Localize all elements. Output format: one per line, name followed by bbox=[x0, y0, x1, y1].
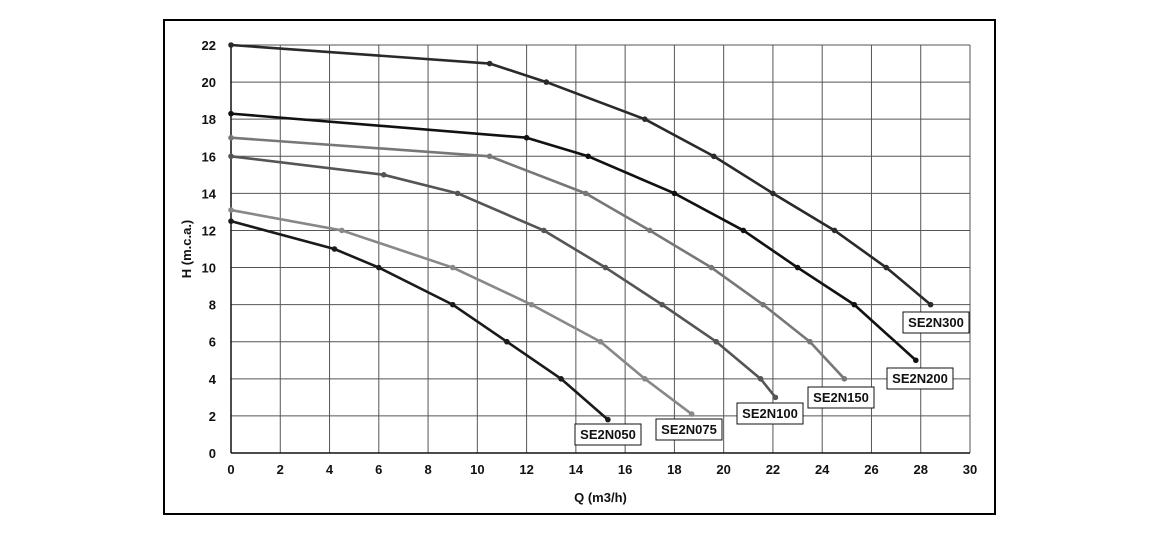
data-point bbox=[228, 42, 234, 48]
data-point bbox=[541, 227, 547, 234]
data-point bbox=[582, 190, 589, 197]
data-point bbox=[740, 227, 747, 234]
x-tick-label: 2 bbox=[277, 462, 284, 477]
x-tick-label: 20 bbox=[716, 462, 730, 477]
y-tick-label: 0 bbox=[209, 446, 216, 461]
series-label-box bbox=[902, 311, 970, 334]
x-tick-label: 14 bbox=[569, 462, 584, 477]
data-point bbox=[772, 394, 779, 401]
x-tick-label: 22 bbox=[766, 462, 780, 477]
series-line bbox=[230, 112, 917, 362]
y-tick-label: 10 bbox=[202, 261, 216, 276]
data-point bbox=[708, 264, 715, 271]
series-label: SE2N300 bbox=[908, 315, 964, 330]
data-point bbox=[454, 190, 461, 197]
data-point bbox=[380, 172, 387, 178]
y-tick-label: 14 bbox=[202, 186, 217, 201]
data-point bbox=[688, 411, 695, 417]
data-point bbox=[642, 376, 648, 382]
data-point bbox=[913, 357, 919, 364]
data-point bbox=[883, 264, 890, 271]
data-point bbox=[605, 416, 611, 423]
x-tick-label: 6 bbox=[375, 462, 382, 477]
series-label: SE2N075 bbox=[661, 422, 717, 437]
series-label: SE2N100 bbox=[742, 406, 798, 421]
x-tick-label: 28 bbox=[913, 462, 927, 477]
data-point bbox=[331, 246, 338, 252]
data-point bbox=[339, 227, 345, 234]
data-point bbox=[711, 153, 717, 160]
x-tick-label: 4 bbox=[326, 462, 334, 477]
data-point bbox=[671, 190, 678, 197]
y-tick-label: 8 bbox=[209, 298, 216, 313]
data-point bbox=[597, 338, 604, 345]
series-label: SE2N150 bbox=[813, 390, 869, 405]
data-point bbox=[841, 376, 848, 382]
data-point bbox=[449, 301, 456, 308]
data-point bbox=[757, 376, 764, 382]
series-label-box bbox=[886, 367, 954, 390]
data-point bbox=[228, 218, 234, 224]
series-label-box bbox=[807, 386, 875, 409]
data-point bbox=[585, 153, 591, 160]
data-point bbox=[523, 134, 530, 141]
x-tick-label: 0 bbox=[227, 462, 234, 477]
x-tick-label: 16 bbox=[618, 462, 632, 477]
x-tick-label: 24 bbox=[815, 462, 830, 477]
data-point bbox=[376, 264, 382, 271]
x-tick-label: 18 bbox=[667, 462, 681, 477]
data-point bbox=[831, 227, 838, 234]
x-tick-label: 10 bbox=[470, 462, 484, 477]
data-point bbox=[927, 301, 934, 308]
data-point bbox=[486, 60, 493, 67]
x-tick-label: 26 bbox=[864, 462, 878, 477]
data-point bbox=[528, 301, 535, 308]
data-point bbox=[504, 338, 510, 345]
data-point bbox=[228, 207, 234, 213]
data-point bbox=[449, 264, 456, 271]
data-point bbox=[558, 376, 564, 382]
series-line bbox=[230, 136, 846, 380]
series-line bbox=[230, 43, 932, 306]
data-point bbox=[770, 190, 776, 197]
data-point bbox=[228, 134, 234, 141]
x-tick-label: 8 bbox=[424, 462, 431, 477]
series-label: SE2N200 bbox=[892, 371, 948, 386]
y-tick-label: 4 bbox=[209, 372, 217, 387]
y-tick-label: 12 bbox=[202, 223, 216, 238]
series-line bbox=[230, 219, 609, 421]
y-tick-label: 18 bbox=[202, 112, 216, 127]
series-label-box bbox=[736, 402, 804, 425]
data-point bbox=[659, 301, 665, 308]
data-point bbox=[794, 264, 801, 271]
data-point bbox=[228, 153, 234, 160]
data-point bbox=[807, 338, 813, 345]
y-tick-label: 2 bbox=[209, 409, 216, 424]
series-label-box bbox=[655, 418, 723, 441]
x-axis-title: Q (m3/h) bbox=[574, 490, 627, 505]
data-point bbox=[851, 301, 858, 308]
x-tick-label: 30 bbox=[963, 462, 977, 477]
y-tick-label: 22 bbox=[202, 38, 216, 53]
data-point bbox=[760, 301, 766, 308]
y-tick-label: 16 bbox=[202, 149, 216, 164]
data-point bbox=[646, 227, 653, 234]
series-line bbox=[230, 154, 777, 399]
data-point bbox=[713, 338, 720, 345]
y-axis-title: H (m.c.a.) bbox=[179, 220, 194, 279]
series-label: SE2N050 bbox=[580, 427, 636, 442]
data-point bbox=[602, 264, 609, 271]
y-tick-label: 6 bbox=[209, 335, 216, 350]
data-point bbox=[543, 79, 550, 85]
x-tick-label: 12 bbox=[519, 462, 533, 477]
data-point bbox=[228, 110, 234, 117]
data-point bbox=[486, 153, 493, 160]
data-point bbox=[642, 116, 648, 122]
series-label-box bbox=[574, 423, 642, 446]
y-tick-label: 20 bbox=[202, 75, 216, 90]
